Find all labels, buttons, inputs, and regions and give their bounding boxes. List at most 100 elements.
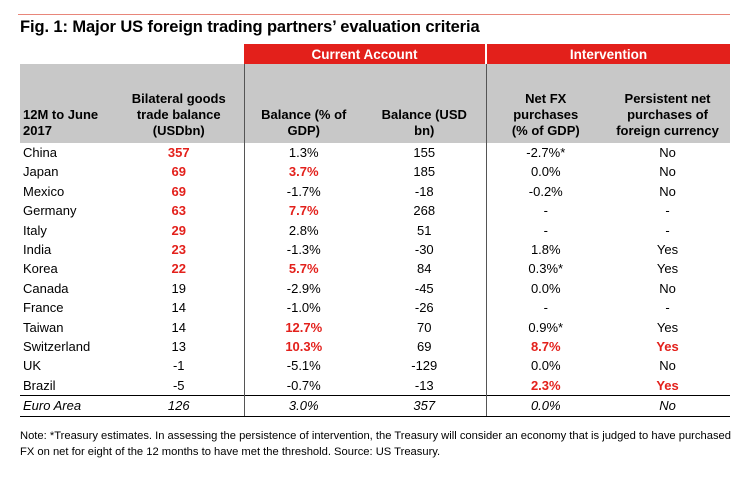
cell-net-fx: 0.9%* <box>485 317 606 338</box>
footnote: Note: *Treasury estimates. In assessing … <box>20 430 731 458</box>
cell-persistent: No <box>659 164 676 180</box>
header-persistent: Persistent net purchases of foreign curren… <box>605 64 731 143</box>
group-intervention: Intervention <box>485 44 731 64</box>
group-header-row: Current Account Intervention <box>20 44 731 64</box>
cell-net-fx: - <box>485 298 606 318</box>
table-row: Mexico 69 -1.7% -18 -0.2% No <box>20 181 730 202</box>
total-row: Euro Area 126 3.0% 357 0.0% No <box>20 395 731 417</box>
table-row: Korea 22 5.7% 84 0.3%* Yes <box>20 259 730 279</box>
header-net-fx: Net FX purchases (% of GDP) <box>485 64 606 143</box>
header-bilateral-trade: Bilateral goods trade balance (USDbn) <box>114 64 244 143</box>
cell-balance-gdp: 12.7% <box>243 317 363 338</box>
cell-trade: 22 <box>171 261 186 277</box>
cell-balance-usd: 69 <box>417 339 432 355</box>
cell-net-fx: -0.2% <box>485 181 606 202</box>
cell-trade: 63 <box>171 203 186 219</box>
cell-trade: 13 <box>171 339 186 355</box>
cell-balance-usd: 51 <box>417 222 432 238</box>
cell-balance-gdp: 3.0% <box>243 395 363 417</box>
cell-name: India <box>23 242 52 258</box>
cell-persistent: No <box>659 183 676 199</box>
cell-balance-gdp: 1.3% <box>243 143 363 163</box>
cell-name: China <box>23 145 57 160</box>
cell-balance-gdp: -0.7% <box>243 375 363 396</box>
cell-balance-usd: -129 <box>411 358 438 374</box>
cell-net-fx: - <box>485 201 606 221</box>
cell-persistent: - <box>665 203 670 219</box>
cell-trade: -1 <box>172 358 185 374</box>
table-row: UK -1 -5.1% -129 0.0% No <box>20 356 730 376</box>
table-row: India 23 -1.3% -30 1.8% Yes <box>20 240 730 260</box>
cell-trade: 14 <box>171 300 186 316</box>
cell-balance-usd: 155 <box>413 145 436 160</box>
cell-persistent: Yes <box>656 242 679 258</box>
cell-name: Korea <box>23 261 58 277</box>
cell-trade: 126 <box>114 395 244 417</box>
figure-title: Fig. 1: Major US foreign trading partner… <box>20 18 480 36</box>
cell-net-fx: 0.0% <box>485 356 606 376</box>
cell-name: Japan <box>23 164 59 180</box>
cell-name: Taiwan <box>23 319 64 335</box>
cell-balance-gdp: 3.7% <box>243 162 363 182</box>
cell-balance-usd: -30 <box>414 242 434 258</box>
cell-balance-usd: 268 <box>413 203 436 219</box>
header-balance-usd: Balance (USD bn) <box>363 64 487 143</box>
cell-name: Germany <box>23 203 77 219</box>
header-balance-gdp: Balance (% of GDP) <box>243 64 363 143</box>
cell-balance-usd: -45 <box>414 280 434 296</box>
cell-balance-usd: 357 <box>363 395 487 417</box>
cell-balance-usd: 185 <box>413 164 436 180</box>
cell-persistent: Yes <box>656 319 679 335</box>
cell-balance-usd: 70 <box>417 319 432 335</box>
cell-balance-gdp: -1.7% <box>243 181 363 202</box>
cell-persistent: Yes <box>656 261 679 277</box>
cell-name: Italy <box>23 222 47 238</box>
group-current-account: Current Account <box>244 44 487 64</box>
table-row: France 14 -1.0% -26 - - <box>20 298 730 318</box>
cell-balance-usd: -13 <box>414 377 434 393</box>
cell-trade: 19 <box>171 280 186 296</box>
cell-balance-gdp: -1.3% <box>243 240 363 260</box>
cell-balance-gdp: 5.7% <box>243 259 363 279</box>
cell-net-fx: -2.7%* <box>485 143 606 163</box>
cell-persistent: No <box>659 145 676 160</box>
cell-trade: 23 <box>171 242 186 258</box>
cell-trade: 69 <box>171 183 186 199</box>
cell-balance-gdp: 2.8% <box>243 220 363 241</box>
table-row: Germany 63 7.7% 268 - - <box>20 201 730 221</box>
column-header-row: 12M to June 2017 Bilateral goods trade bal… <box>20 64 731 143</box>
table-row: Taiwan 14 12.7% 70 0.9%* Yes <box>20 317 730 338</box>
cell-persistent: No <box>605 395 731 417</box>
cell-name: Euro Area <box>20 395 114 417</box>
cell-net-fx: 0.0% <box>485 278 606 299</box>
cell-balance-gdp: -5.1% <box>243 356 363 376</box>
cell-net-fx: 0.3%* <box>485 259 606 279</box>
cell-name: France <box>23 300 64 316</box>
cell-net-fx: 0.0% <box>485 162 606 182</box>
title-rule <box>18 14 730 15</box>
criteria-table: Current Account Intervention 12M to June… <box>20 44 731 417</box>
cell-persistent: - <box>665 300 670 316</box>
cell-name: Switzerland <box>23 339 91 355</box>
cell-persistent: Yes <box>656 339 679 355</box>
table-row: China 357 1.3% 155 -2.7%* No <box>20 143 730 163</box>
cell-name: UK <box>23 358 42 374</box>
cell-name: Mexico <box>23 183 65 199</box>
cell-persistent: No <box>659 280 676 296</box>
cell-balance-usd: -26 <box>414 300 434 316</box>
cell-persistent: - <box>665 222 670 238</box>
table-row: Japan 69 3.7% 185 0.0% No <box>20 162 730 182</box>
cell-trade: 69 <box>171 164 186 180</box>
cell-trade: 357 <box>167 145 190 160</box>
cell-net-fx: 0.0% <box>485 395 606 417</box>
cell-balance-usd: 84 <box>417 261 432 277</box>
cell-persistent: No <box>659 358 676 374</box>
cell-persistent: Yes <box>656 377 679 393</box>
cell-net-fx: 1.8% <box>485 240 606 260</box>
cell-trade: 14 <box>171 319 186 335</box>
table-row: Switzerland 13 10.3% 69 8.7% Yes <box>20 337 730 357</box>
table-row: Italy 29 2.8% 51 - - <box>20 220 730 241</box>
table-row: Brazil -5 -0.7% -13 2.3% Yes <box>20 375 730 396</box>
header-period: 12M to June 2017 <box>20 64 114 143</box>
cell-net-fx: 2.3% <box>485 375 606 396</box>
